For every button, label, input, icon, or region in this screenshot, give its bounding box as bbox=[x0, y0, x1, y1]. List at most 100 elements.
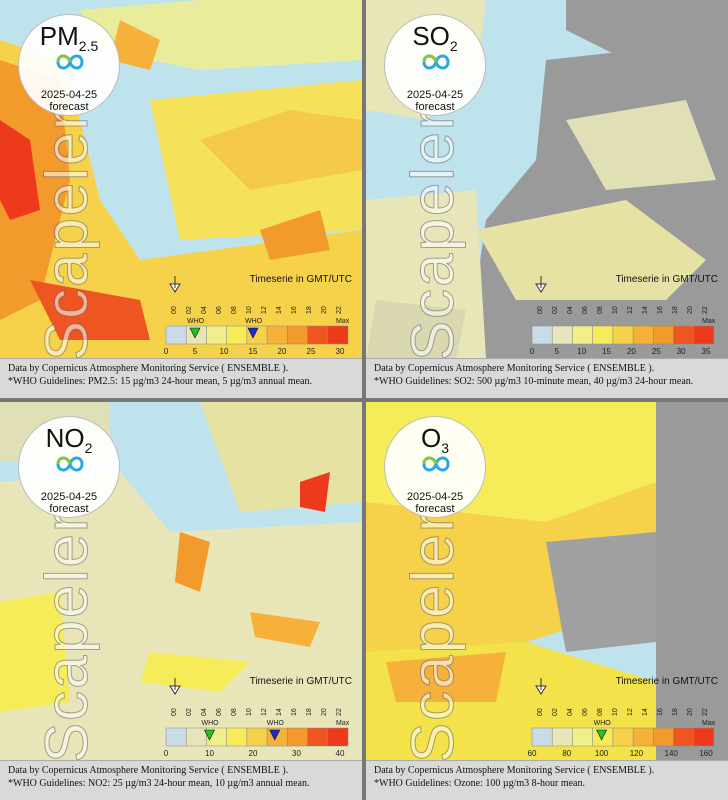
scale-cell bbox=[185, 727, 207, 747]
hour-label: 14 bbox=[276, 708, 283, 716]
infinity-logo-icon bbox=[56, 54, 84, 70]
panel-o3[interactable]: Scapeler O3 2025-04-25 forecast Timeseri… bbox=[366, 402, 728, 800]
hour-label: 00 bbox=[171, 708, 178, 716]
who-guideline-text: *WHO Guidelines: Ozone: 100 µg/m3 8-hour… bbox=[374, 778, 585, 789]
max-label: Max bbox=[336, 720, 350, 727]
tick-label: 140 bbox=[665, 749, 679, 758]
hour-label: 00 bbox=[171, 306, 178, 314]
attribution-text: Data by Copernicus Atmosphere Monitoring… bbox=[8, 363, 289, 374]
tick-label: 10 bbox=[577, 347, 586, 356]
hour-label: 08 bbox=[231, 708, 238, 716]
who-marker-icon bbox=[596, 729, 608, 741]
who-label: WHO bbox=[202, 720, 220, 727]
tick-label: 20 bbox=[627, 347, 636, 356]
hour-label: 18 bbox=[672, 708, 679, 716]
who-guideline-text: *WHO Guidelines: PM2.5: 15 µg/m3 24-hour… bbox=[8, 376, 312, 387]
pollutant-title: O3 bbox=[420, 423, 450, 457]
scale-cell bbox=[165, 325, 187, 345]
scale-cell bbox=[572, 727, 593, 747]
pollutant-badge: PM2.5 2025-04-25 forecast bbox=[18, 14, 120, 116]
scale-cell bbox=[612, 325, 634, 345]
infinity-logo-icon bbox=[422, 456, 450, 472]
tick-label: 5 bbox=[193, 347, 198, 356]
hour-label: 20 bbox=[687, 306, 694, 314]
hour-label: 16 bbox=[657, 708, 664, 716]
time-marker-icon[interactable] bbox=[169, 276, 181, 293]
hour-label: 12 bbox=[627, 306, 634, 314]
scale-cell bbox=[287, 325, 308, 345]
timeserie-label: Timeserie in GMT/UTC bbox=[249, 676, 352, 687]
max-label: Max bbox=[702, 318, 716, 325]
scale-cell bbox=[572, 325, 593, 345]
scale-cell bbox=[531, 325, 553, 345]
panel-pm25[interactable]: Scapeler PM2.5 2025-04-25 forecast Times… bbox=[0, 0, 362, 398]
forecast-date: 2025-04-25 bbox=[406, 491, 464, 504]
tick-label: 30 bbox=[677, 347, 686, 356]
hour-label: 10 bbox=[612, 708, 619, 716]
colorscale-o3[interactable]: 00 02 04 06 08 10 12 14 16 18 20 22 Max 60 80 100 120 140… bbox=[526, 672, 726, 762]
panel-so2[interactable]: Scapeler SO2 2025-04-25 forecast Timeser… bbox=[366, 0, 728, 398]
hour-label: 04 bbox=[201, 306, 208, 314]
hour-label: 22 bbox=[702, 708, 709, 716]
colorscale-no2[interactable]: 00 02 04 06 08 10 12 14 16 18 20 22 Max 0 10 20 30 40 WHO W… bbox=[160, 672, 360, 762]
hour-label: 02 bbox=[552, 306, 559, 314]
time-marker-icon[interactable] bbox=[535, 276, 547, 293]
tick-label: 5 bbox=[555, 347, 560, 356]
who-marker-icon bbox=[247, 327, 259, 339]
attribution-text: Data by Copernicus Atmosphere Monitoring… bbox=[374, 363, 655, 374]
forecast-label: forecast bbox=[415, 101, 455, 114]
hour-label: 16 bbox=[291, 708, 298, 716]
hour-label: 20 bbox=[687, 708, 694, 716]
who-label: WHO bbox=[187, 318, 205, 325]
hour-label: 14 bbox=[642, 708, 649, 716]
timeserie-label: Timeserie in GMT/UTC bbox=[249, 274, 352, 285]
scale-cell bbox=[206, 325, 227, 345]
colorscale-so2[interactable]: 00 02 04 06 08 10 12 14 16 18 20 22 Max 0 5 10 15 20 25 30 3… bbox=[526, 270, 726, 360]
tick-label: 160 bbox=[699, 749, 713, 758]
forecast-date: 2025-04-25 bbox=[40, 89, 98, 102]
scale-cell bbox=[693, 325, 715, 345]
scale-cell bbox=[307, 727, 329, 747]
forecast-label: forecast bbox=[415, 503, 455, 516]
tick-label: 0 bbox=[164, 347, 169, 356]
tick-label: 80 bbox=[562, 749, 571, 758]
hour-label: 00 bbox=[537, 708, 544, 716]
hour-label: 04 bbox=[567, 708, 574, 716]
forecast-label: forecast bbox=[49, 101, 89, 114]
who-label: WHO bbox=[267, 720, 285, 727]
colorscale-pm25[interactable]: 00 02 04 06 08 10 12 14 16 18 20 22 Max 0 5 10 15 20 25 30 W… bbox=[160, 270, 360, 360]
who-marker-icon bbox=[204, 729, 215, 741]
hour-label: 02 bbox=[552, 708, 559, 716]
panel-no2[interactable]: Scapeler NO2 2025-04-25 forecast Timeser… bbox=[0, 402, 362, 800]
watermark: Scapeler bbox=[32, 108, 100, 362]
scale-cell bbox=[612, 727, 634, 747]
scale-cell bbox=[693, 727, 715, 747]
scale-cell bbox=[632, 325, 654, 345]
scale-cell bbox=[632, 727, 654, 747]
tick-label: 35 bbox=[702, 347, 711, 356]
hour-label: 14 bbox=[642, 306, 649, 314]
scale-cell bbox=[653, 325, 674, 345]
tick-label: 0 bbox=[530, 347, 535, 356]
hour-label: 06 bbox=[216, 306, 223, 314]
hour-label: 22 bbox=[702, 306, 709, 314]
tick-label: 25 bbox=[652, 347, 661, 356]
hour-label: 18 bbox=[306, 708, 313, 716]
hour-label: 08 bbox=[597, 708, 604, 716]
scale-cell bbox=[673, 727, 695, 747]
timeserie-label: Timeserie in GMT/UTC bbox=[615, 274, 718, 285]
hour-label: 08 bbox=[231, 306, 238, 314]
scale-cell bbox=[531, 727, 553, 747]
hour-label: 02 bbox=[186, 306, 193, 314]
attribution-text: Data by Copernicus Atmosphere Monitoring… bbox=[374, 765, 655, 776]
watermark: Scapeler bbox=[398, 510, 466, 764]
scale-cell bbox=[226, 325, 248, 345]
who-label: WHO bbox=[594, 720, 612, 727]
hour-label: 10 bbox=[246, 306, 253, 314]
infinity-logo-icon bbox=[422, 54, 450, 70]
time-marker-icon[interactable] bbox=[169, 678, 181, 695]
tick-label: 10 bbox=[205, 749, 214, 758]
time-marker-icon[interactable] bbox=[535, 678, 547, 695]
map-pm25 bbox=[0, 0, 362, 358]
